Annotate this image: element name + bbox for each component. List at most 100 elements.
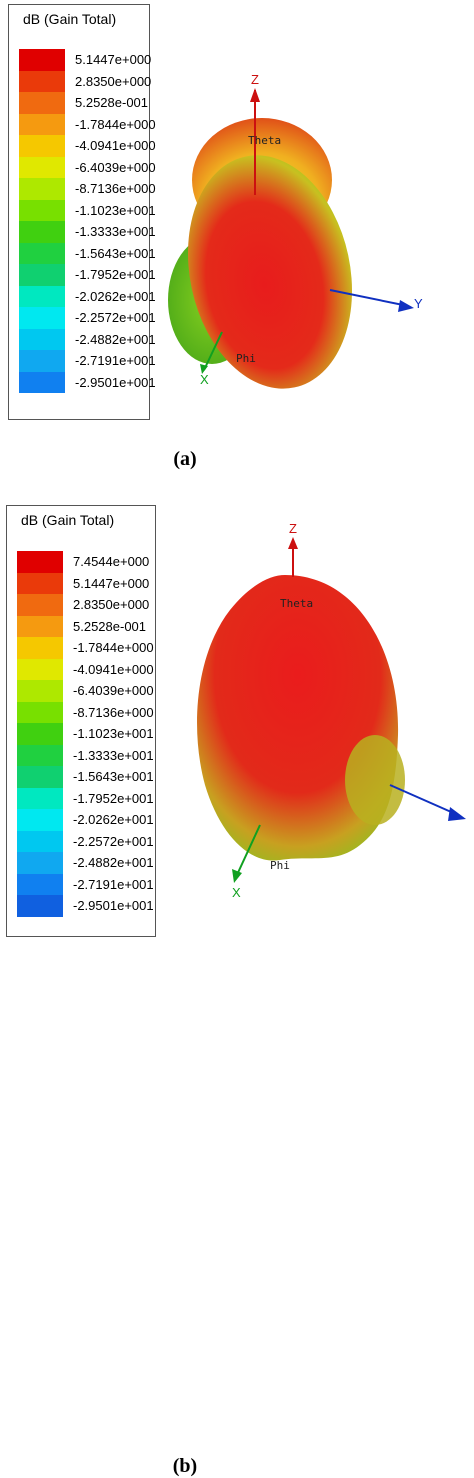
legend-swatch (19, 221, 65, 243)
legend-row: -1.3333e+001 (17, 744, 154, 766)
y-axis-label-a: Y (414, 296, 423, 311)
legend-swatch (17, 744, 63, 766)
z-arrow-head-a (250, 88, 260, 102)
legend-swatch (17, 830, 63, 852)
legend-swatch (19, 371, 65, 393)
legend-row: -1.5643e+001 (19, 242, 156, 264)
legend-swatch (19, 156, 65, 178)
legend-value: -4.0941e+000 (73, 661, 154, 677)
x-axis-b (235, 824, 261, 878)
legend-row: -1.5643e+001 (17, 766, 154, 788)
y-arrow-head-a (398, 300, 414, 312)
legend-value: -2.2572e+001 (73, 833, 154, 849)
legend-row: -2.7191e+001 (17, 873, 154, 895)
caption-a: (a) (173, 448, 197, 470)
phi-label-a: Phi (236, 352, 256, 365)
legend-row: -2.2572e+001 (17, 830, 154, 852)
panel-a: dB (Gain Total) 5.1447e+000 2.8350e+000 5.… (0, 0, 474, 470)
legend-row: -4.0941e+000 (19, 135, 156, 157)
legend-value: 2.8350e+000 (75, 73, 152, 89)
legend-row: -1.1023e+001 (17, 723, 154, 745)
legend-swatch (19, 264, 65, 286)
legend-rows-b: 7.4544e+000 5.1447e+000 2.8350e+000 5.2528e… (17, 551, 154, 917)
legend-row: -6.4039e+000 (17, 680, 154, 702)
legend-value: 5.1447e+000 (75, 52, 152, 67)
legend-value: 5.1447e+000 (73, 575, 150, 591)
legend-swatch (17, 852, 63, 874)
legend-swatch (17, 701, 63, 723)
legend-row: 2.8350e+000 (17, 594, 151, 616)
x-axis-label-b: X (232, 885, 241, 900)
legend-row: -2.4882e+001 (19, 328, 156, 350)
legend-row: 7.4544e+000 (17, 551, 151, 573)
legend-swatch (19, 92, 65, 114)
legend-value: -8.7136e+000 (73, 704, 154, 720)
legend-row: 5.1447e+000 (19, 49, 151, 71)
legend-row: -2.0262e+001 (19, 285, 156, 307)
legend-row: -2.9501e+001 (17, 895, 154, 917)
legend-value: 5.2528e-001 (75, 95, 149, 110)
legend-row: -1.7952e+001 (17, 787, 154, 809)
legend-row: -1.1023e+001 (19, 199, 156, 221)
legend-value: 7.4544e+000 (73, 554, 150, 569)
x-arrow-head-a (200, 364, 208, 374)
caption-b: (b) (172, 1455, 198, 1477)
legend-value: -2.7191e+001 (75, 353, 156, 368)
legend-value: -1.7952e+001 (75, 267, 156, 282)
legend-swatch (17, 723, 63, 745)
legend-value: -2.9501e+001 (75, 374, 156, 390)
y-axis-a (329, 289, 409, 307)
legend-value: -1.3333e+001 (73, 747, 154, 763)
legend-row: -8.7136e+000 (19, 178, 156, 200)
radiation-pattern-a: Z Theta Y X Phi (168, 72, 423, 389)
legend-value: 2.8350e+000 (73, 597, 150, 612)
legend-swatch (17, 615, 63, 637)
legend-row: -4.0941e+000 (17, 658, 154, 680)
legend-swatch (19, 350, 65, 372)
legend-value: -4.0941e+000 (75, 138, 156, 153)
y-arrow-head-b (448, 807, 466, 821)
legend-row: -6.4039e+000 (19, 156, 156, 178)
legend-value: -2.0262e+001 (73, 812, 154, 827)
legend-row: -1.3333e+001 (19, 221, 156, 243)
legend-swatch (17, 895, 63, 917)
legend-title-a: dB (Gain Total) (23, 11, 117, 27)
legend-row: -2.0262e+001 (17, 809, 154, 831)
legend-row: -2.7191e+001 (19, 350, 156, 372)
legend-swatch (19, 113, 65, 135)
gain-legend-b: dB (Gain Total) 7.4544e+000 5.1447e+000 2.… (6, 505, 156, 937)
legend-value: -2.2572e+001 (75, 310, 156, 325)
legend-row: -2.9501e+001 (19, 371, 156, 393)
legend-swatch (17, 637, 63, 659)
legend-row: 5.1447e+000 (17, 572, 151, 594)
legend-value: -1.5643e+001 (75, 245, 156, 261)
legend-row: -1.7952e+001 (19, 264, 156, 286)
legend-swatch (19, 328, 65, 350)
theta-label-b: Theta (280, 597, 313, 610)
legend-value: -1.1023e+001 (75, 202, 156, 218)
main-lobe-a (187, 155, 353, 389)
legend-swatch (19, 242, 65, 264)
theta-label-a: Theta (248, 134, 281, 147)
legend-swatch (19, 70, 65, 92)
legend-swatch (19, 178, 65, 200)
y-axis-b (389, 784, 459, 816)
legend-value: -2.9501e+001 (73, 898, 154, 913)
legend-swatch (17, 766, 63, 788)
legend-value: -8.7136e+000 (75, 181, 156, 196)
panel-b: dB (Gain Total) 7.4544e+000 5.1447e+000 2.… (0, 495, 474, 1477)
legend-value: -1.7844e+000 (73, 640, 154, 655)
legend-row: -2.4882e+001 (17, 852, 154, 874)
legend-swatch (17, 658, 63, 680)
legend-value: -6.4039e+000 (75, 159, 156, 175)
legend-value: -1.3333e+001 (75, 224, 156, 239)
gain-legend-a: dB (Gain Total) 5.1447e+000 2.8350e+000 5.… (8, 4, 156, 420)
legend-swatch (19, 307, 65, 329)
legend-rows-a: 5.1447e+000 2.8350e+000 5.2528e-001 -1.7844… (19, 49, 156, 393)
x-axis-label-a: X (200, 372, 209, 387)
legend-swatch (19, 285, 65, 307)
legend-swatch (17, 809, 63, 831)
z-axis-label-a: Z (251, 72, 259, 87)
legend-row: -8.7136e+000 (17, 701, 154, 723)
z-axis-label-b: Z (289, 521, 297, 536)
